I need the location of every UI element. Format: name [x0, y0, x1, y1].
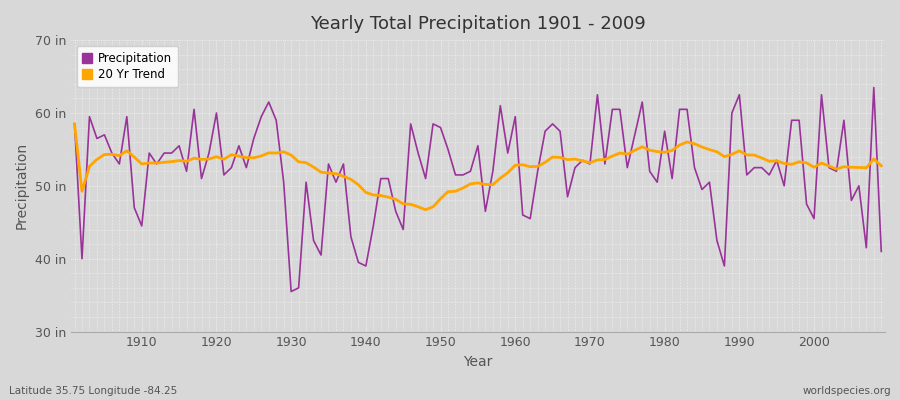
Y-axis label: Precipitation: Precipitation	[15, 142, 29, 230]
Title: Yearly Total Precipitation 1901 - 2009: Yearly Total Precipitation 1901 - 2009	[310, 15, 646, 33]
Text: worldspecies.org: worldspecies.org	[803, 386, 891, 396]
Legend: Precipitation, 20 Yr Trend: Precipitation, 20 Yr Trend	[76, 46, 178, 87]
Text: Latitude 35.75 Longitude -84.25: Latitude 35.75 Longitude -84.25	[9, 386, 177, 396]
X-axis label: Year: Year	[464, 355, 492, 369]
